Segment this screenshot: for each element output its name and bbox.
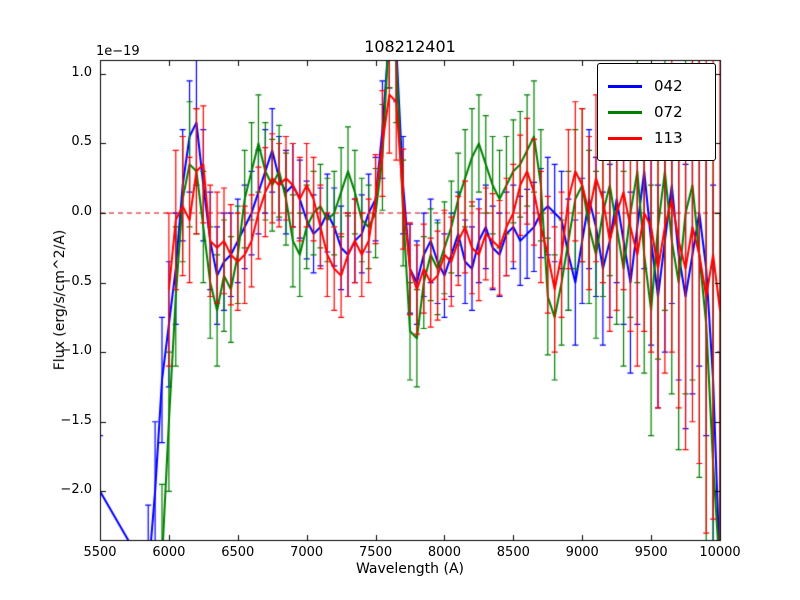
y-axis-offset-label: 1e−19 [96, 44, 140, 59]
legend-entry-label: 113 [654, 129, 683, 147]
legend-line-swatch-green [608, 110, 642, 114]
legend-entry-label: 072 [654, 103, 683, 121]
legend: 042 072 113 [597, 63, 716, 161]
plot-title: 108212401 [364, 37, 456, 56]
x-axis-label: Wavelength (A) [355, 561, 464, 577]
legend-entry: 072 [608, 99, 715, 125]
legend-line-swatch-red [608, 136, 642, 140]
legend-entry: 113 [608, 125, 715, 151]
y-axis-label: Flux (erg/s/cm^2/A) [52, 229, 68, 371]
legend-entry: 042 [608, 73, 715, 99]
legend-line-swatch-blue [608, 84, 642, 88]
legend-entry-label: 042 [654, 77, 683, 95]
